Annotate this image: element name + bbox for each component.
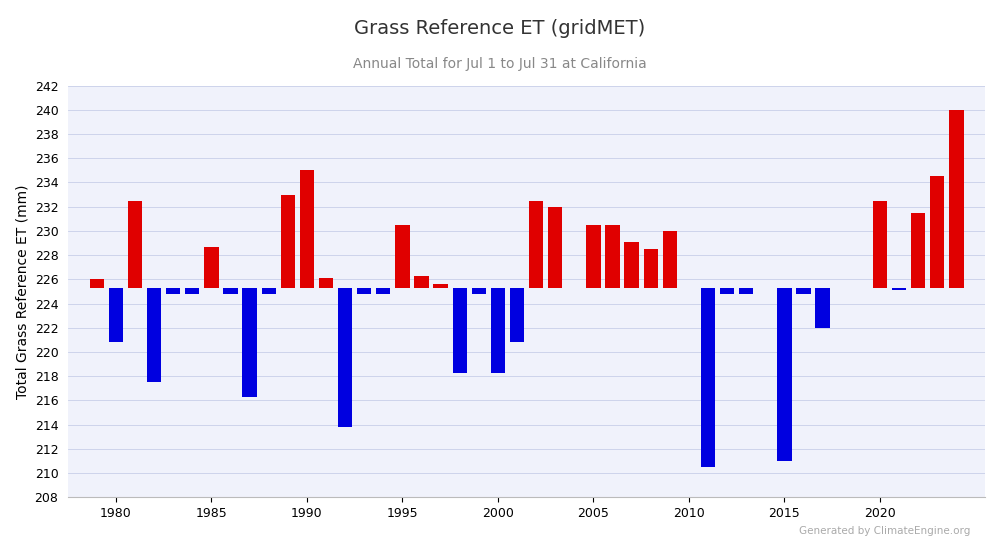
Bar <box>281 194 295 288</box>
Bar <box>701 288 715 467</box>
Bar <box>300 170 314 288</box>
Bar <box>815 288 830 328</box>
Bar <box>586 225 601 288</box>
Bar <box>433 284 448 288</box>
Bar <box>739 288 753 294</box>
Bar <box>453 288 467 372</box>
Bar <box>242 288 257 397</box>
Bar <box>720 288 734 294</box>
Bar <box>911 213 925 288</box>
Bar <box>319 278 333 288</box>
Bar <box>930 176 944 288</box>
Text: Annual Total for Jul 1 to Jul 31 at California: Annual Total for Jul 1 to Jul 31 at Cali… <box>353 57 647 72</box>
Bar <box>605 225 620 288</box>
Bar <box>128 200 142 288</box>
Bar <box>624 242 639 288</box>
Bar <box>663 231 677 288</box>
Bar <box>548 206 562 288</box>
Bar <box>338 288 352 427</box>
Bar <box>472 288 486 294</box>
Text: Grass Reference ET (gridMET): Grass Reference ET (gridMET) <box>354 19 646 38</box>
Bar <box>376 288 390 294</box>
Bar <box>796 288 811 294</box>
Text: Generated by ClimateEngine.org: Generated by ClimateEngine.org <box>799 526 970 536</box>
Bar <box>223 288 238 294</box>
Bar <box>357 288 371 294</box>
Bar <box>892 288 906 290</box>
Bar <box>510 288 524 342</box>
Bar <box>414 276 429 288</box>
Bar <box>90 280 104 288</box>
Bar <box>873 200 887 288</box>
Bar <box>491 288 505 372</box>
Bar <box>109 288 123 342</box>
Bar <box>949 110 964 288</box>
Bar <box>529 200 543 288</box>
Bar <box>644 249 658 288</box>
Bar <box>147 288 161 382</box>
Bar <box>166 288 180 294</box>
Bar <box>395 225 410 288</box>
Y-axis label: Total Grass Reference ET (mm): Total Grass Reference ET (mm) <box>15 184 29 399</box>
Bar <box>777 288 792 461</box>
Bar <box>262 288 276 294</box>
Bar <box>185 288 199 294</box>
Bar <box>204 247 219 288</box>
